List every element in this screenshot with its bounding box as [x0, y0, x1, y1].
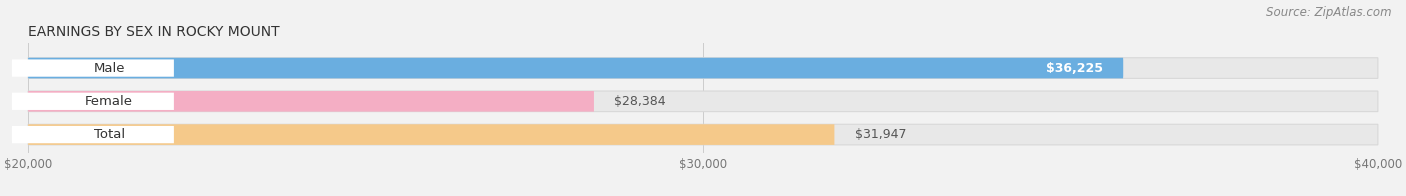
- Text: $36,225: $36,225: [1046, 62, 1102, 74]
- FancyBboxPatch shape: [1042, 59, 1123, 77]
- Text: $31,947: $31,947: [855, 128, 905, 141]
- Text: Male: Male: [93, 62, 125, 74]
- FancyBboxPatch shape: [11, 93, 174, 110]
- Text: $28,384: $28,384: [614, 95, 666, 108]
- FancyBboxPatch shape: [28, 124, 1378, 145]
- FancyBboxPatch shape: [11, 126, 174, 143]
- Text: Total: Total: [94, 128, 125, 141]
- FancyBboxPatch shape: [28, 58, 1123, 78]
- Text: Female: Female: [86, 95, 134, 108]
- Text: Source: ZipAtlas.com: Source: ZipAtlas.com: [1267, 6, 1392, 19]
- FancyBboxPatch shape: [28, 124, 834, 145]
- FancyBboxPatch shape: [11, 59, 174, 77]
- FancyBboxPatch shape: [28, 58, 1378, 78]
- FancyBboxPatch shape: [28, 91, 1378, 112]
- FancyBboxPatch shape: [28, 91, 593, 112]
- Text: EARNINGS BY SEX IN ROCKY MOUNT: EARNINGS BY SEX IN ROCKY MOUNT: [28, 25, 280, 39]
